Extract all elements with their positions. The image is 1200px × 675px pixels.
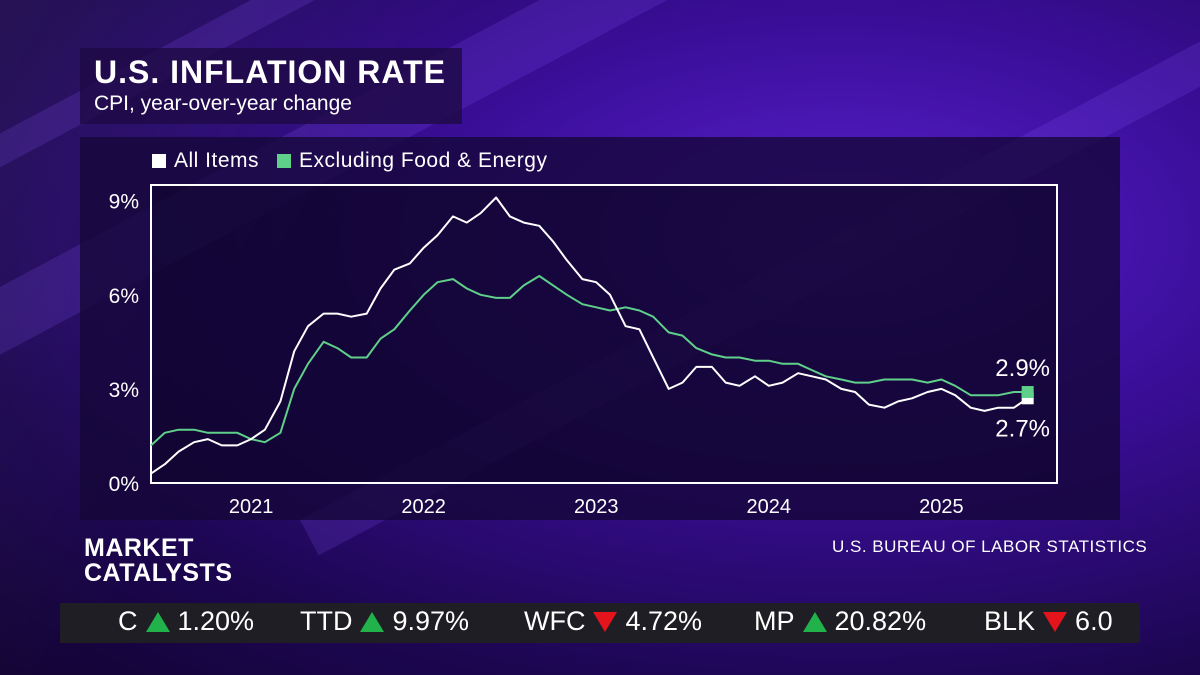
- end-label-core: 2.9%: [995, 355, 1050, 382]
- up-arrow-icon: [802, 611, 827, 632]
- y-tick-label: 3%: [109, 379, 139, 402]
- up-arrow-icon: [360, 611, 385, 632]
- y-tick-label: 9%: [109, 191, 139, 214]
- legend-item-core: Excluding Food & Energy: [277, 149, 547, 173]
- ticker-item-ttd: TTD 9.97%: [300, 606, 469, 637]
- ticker-symbol: TTD: [300, 606, 353, 636]
- show-logo: MARKET CATALYSTS: [84, 536, 233, 586]
- series-line-all-items: [150, 196, 1029, 475]
- plot-frame: [150, 184, 1058, 484]
- title-panel: U.S. INFLATION RATE CPI, year-over-year …: [80, 48, 462, 124]
- ticker-change: 6.0: [1075, 606, 1113, 636]
- ticker-symbol: WFC: [524, 606, 586, 636]
- y-tick-label: 6%: [109, 285, 139, 308]
- down-arrow-icon: [1043, 611, 1068, 632]
- ticker-item-mp: MP 20.82%: [754, 606, 926, 637]
- end-label-all-items: 2.7%: [995, 415, 1050, 442]
- source-credit: U.S. BUREAU OF LABOR STATISTICS: [832, 537, 1148, 556]
- legend-swatch-core: [277, 154, 292, 168]
- x-tick-label: 2024: [747, 496, 792, 518]
- line-chart: 0% 3% 6% 9% 2021 2022 2023 2024 2025 2.7% 2.9%: [109, 184, 1058, 518]
- legend-label-core: Excluding Food & Energy: [299, 149, 548, 172]
- x-tick-label: 2022: [401, 496, 446, 518]
- legend-swatch-all-items: [152, 154, 166, 168]
- series-lines: [150, 196, 1029, 475]
- down-arrow-icon: [593, 611, 618, 632]
- ticker-change: 1.20%: [177, 606, 255, 636]
- legend-label-all-items: All Items: [174, 149, 260, 172]
- chart-subtitle: CPI, year-over-year change: [94, 92, 352, 115]
- ticker-item-wfc: WFC 4.72%: [524, 606, 702, 637]
- ticker-symbol: BLK: [984, 606, 1036, 636]
- chart-panel: All Items Excluding Food & Energy 0% 3% 6%…: [80, 137, 1120, 520]
- end-markers: 2.7% 2.9%: [995, 355, 1050, 442]
- y-tick-label: 0%: [109, 473, 139, 496]
- ticker-change: 9.97%: [392, 606, 470, 636]
- chart-title: U.S. INFLATION RATE: [94, 54, 447, 90]
- ticker-symbol: C: [118, 606, 138, 636]
- end-marker-core: [1021, 386, 1034, 399]
- x-tick-label: 2021: [229, 496, 274, 518]
- ticker-item-blk: BLK 6.0: [984, 606, 1113, 637]
- ticker-change: 20.82%: [834, 606, 927, 636]
- show-logo-line2: CATALYSTS: [84, 559, 233, 587]
- ticker-symbol: MP: [754, 606, 795, 636]
- ticker-item-c: C 1.20%: [118, 606, 254, 637]
- legend-item-all-items: All Items: [152, 149, 259, 173]
- series-line-core: [150, 275, 1028, 447]
- stock-ticker: C 1.20% TTD 9.97% WFC 4.72% MP 20.82% BL…: [60, 603, 1140, 643]
- chart-legend: All Items Excluding Food & Energy: [152, 149, 565, 173]
- x-tick-label: 2023: [574, 496, 619, 518]
- x-axis-ticks: 2021 2022 2023 2024 2025: [229, 496, 964, 518]
- up-arrow-icon: [145, 611, 170, 632]
- x-tick-label: 2025: [919, 496, 964, 518]
- ticker-change: 4.72%: [625, 606, 703, 636]
- y-axis-ticks: 0% 3% 6% 9%: [109, 191, 139, 496]
- show-logo-line1: MARKET: [84, 534, 194, 562]
